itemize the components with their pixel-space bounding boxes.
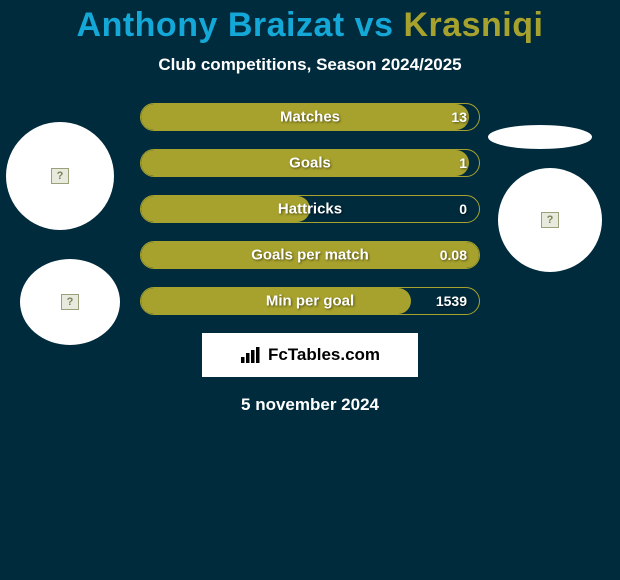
stat-value: 13: [451, 109, 467, 125]
stat-row: Hattricks 0: [140, 195, 480, 223]
chart-icon: [240, 346, 262, 364]
player2-name: Krasniqi: [403, 6, 543, 44]
date-text: 5 november 2024: [0, 395, 620, 415]
stat-label: Goals: [289, 155, 331, 172]
stat-row: Goals per match 0.08: [140, 241, 480, 269]
decorative-bubble: [20, 259, 120, 345]
decorative-bubble: [6, 122, 114, 230]
stat-row: Goals 1: [140, 149, 480, 177]
stat-label: Hattricks: [278, 201, 342, 218]
stat-value: 0: [459, 201, 467, 217]
image-placeholder-icon: [51, 168, 69, 184]
decorative-bubble: [498, 168, 602, 272]
decorative-bubble: [488, 125, 592, 149]
stat-value: 1539: [436, 293, 467, 309]
image-placeholder-icon: [541, 212, 559, 228]
stat-label: Goals per match: [251, 247, 369, 264]
stat-value: 0.08: [440, 247, 467, 263]
stat-row: Min per goal 1539: [140, 287, 480, 315]
player1-name: Anthony Braizat: [77, 6, 345, 44]
stat-label: Matches: [280, 109, 340, 126]
stat-label: Min per goal: [266, 293, 354, 310]
fctables-badge: FcTables.com: [202, 333, 418, 377]
vs-text: vs: [355, 6, 394, 44]
stat-row: Matches 13: [140, 103, 480, 131]
stat-value: 1: [459, 155, 467, 171]
badge-text: FcTables.com: [268, 345, 380, 365]
stats-container: Matches 13 Goals 1 Hattricks 0 Goals per match…: [140, 103, 480, 315]
subtitle: Club competitions, Season 2024/2025: [0, 55, 620, 75]
image-placeholder-icon: [61, 294, 79, 310]
page-title: Anthony Braizat vs Krasniqi: [0, 0, 620, 45]
